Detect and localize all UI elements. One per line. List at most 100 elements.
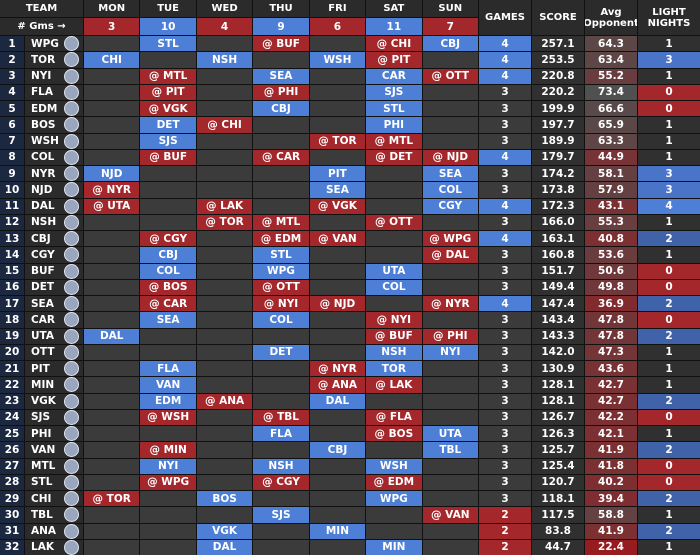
score: 166.0 <box>531 214 584 230</box>
matchup: WSH <box>309 52 366 68</box>
team-abbr: MTL <box>31 460 56 473</box>
matchup: @ BOS <box>366 426 422 442</box>
empty-day <box>84 296 140 312</box>
light-nights: 1 <box>637 361 700 377</box>
team-name: EDM <box>25 101 83 117</box>
score: 118.1 <box>531 491 584 507</box>
matchup: @ EDM <box>366 474 422 490</box>
day-game-count: 9 <box>253 18 309 35</box>
empty-day <box>84 442 140 458</box>
empty-day <box>309 507 366 523</box>
score: 173.8 <box>531 182 584 198</box>
empty-day <box>84 507 140 523</box>
matchup: @ ANA <box>196 393 253 409</box>
matchup: @ PIT <box>366 52 422 68</box>
team-name: CGY <box>25 247 83 263</box>
matchup: PHI <box>366 117 422 133</box>
team-abbr: UTA <box>31 330 54 343</box>
day-header: THU <box>253 0 309 17</box>
team-logo <box>64 409 79 425</box>
rank: 17 <box>0 296 24 312</box>
empty-day <box>196 36 253 52</box>
rank: 32 <box>0 539 24 555</box>
empty-day <box>309 409 366 425</box>
team-logo <box>64 182 79 198</box>
games: 3 <box>478 328 531 344</box>
empty-day <box>366 507 422 523</box>
avg-opponent: 42.2 <box>584 409 637 425</box>
matchup: @ MTL <box>366 133 422 149</box>
rank: 22 <box>0 377 24 393</box>
rank: 12 <box>0 214 24 230</box>
team-logo <box>64 539 79 555</box>
empty-day <box>366 231 422 247</box>
score: 44.7 <box>531 539 584 555</box>
matchup: NSH <box>366 344 422 360</box>
rank: 29 <box>0 491 24 507</box>
empty-day <box>422 263 478 279</box>
score: 147.4 <box>531 296 584 312</box>
matchup: SJS <box>253 507 309 523</box>
team-abbr: COL <box>31 151 55 164</box>
empty-day <box>84 377 140 393</box>
matchup: @ CHI <box>196 117 253 133</box>
matchup: SJS <box>366 84 422 100</box>
games: 3 <box>478 182 531 198</box>
score: 257.1 <box>531 36 584 52</box>
matchup: @ BUF <box>253 36 309 52</box>
matchup: @ NYR <box>309 361 366 377</box>
empty-day <box>84 263 140 279</box>
team-abbr: NYR <box>31 167 56 180</box>
team-logo <box>64 344 79 360</box>
rank: 1 <box>0 36 24 52</box>
matchup: @ CAR <box>253 149 309 165</box>
matchup: VGK <box>196 523 253 539</box>
day-game-count: 11 <box>366 18 422 35</box>
score: 160.8 <box>531 247 584 263</box>
empty-day <box>422 117 478 133</box>
rank: 13 <box>0 231 24 247</box>
team-logo <box>64 377 79 393</box>
matchup: COL <box>253 312 309 328</box>
light-nights: 0 <box>637 474 700 490</box>
empty-day <box>140 198 196 214</box>
score: 142.0 <box>531 344 584 360</box>
rank: 20 <box>0 344 24 360</box>
matchup: @ BOS <box>140 279 196 295</box>
games: 3 <box>478 458 531 474</box>
matchup: @ WPG <box>422 231 478 247</box>
games: 3 <box>478 361 531 377</box>
avg-opponent: 40.2 <box>584 474 637 490</box>
empty-day <box>366 198 422 214</box>
games: 3 <box>478 101 531 117</box>
empty-day <box>309 117 366 133</box>
empty-day <box>422 474 478 490</box>
empty-day <box>196 377 253 393</box>
empty-day <box>309 263 366 279</box>
day-header: WED <box>196 0 253 17</box>
team-abbr: CHI <box>31 492 52 505</box>
score: 117.5 <box>531 507 584 523</box>
matchup: @ PHI <box>253 84 309 100</box>
rank: 26 <box>0 442 24 458</box>
empty-day <box>84 458 140 474</box>
matchup: COL <box>140 263 196 279</box>
empty-day <box>422 409 478 425</box>
empty-day <box>253 328 309 344</box>
games: 4 <box>478 68 531 84</box>
team-logo <box>64 117 79 133</box>
matchup: DET <box>253 344 309 360</box>
light-nights: 1 <box>637 247 700 263</box>
rank: 25 <box>0 426 24 442</box>
empty-day <box>140 491 196 507</box>
matchup: MIN <box>309 523 366 539</box>
team-name: MIN <box>25 377 83 393</box>
score: 220.8 <box>531 68 584 84</box>
light-nights: 2 <box>637 231 700 247</box>
score: 143.3 <box>531 328 584 344</box>
games: 3 <box>478 393 531 409</box>
empty-day <box>253 133 309 149</box>
team-logo <box>64 133 79 149</box>
matchup: @ CGY <box>140 231 196 247</box>
empty-day <box>196 166 253 182</box>
